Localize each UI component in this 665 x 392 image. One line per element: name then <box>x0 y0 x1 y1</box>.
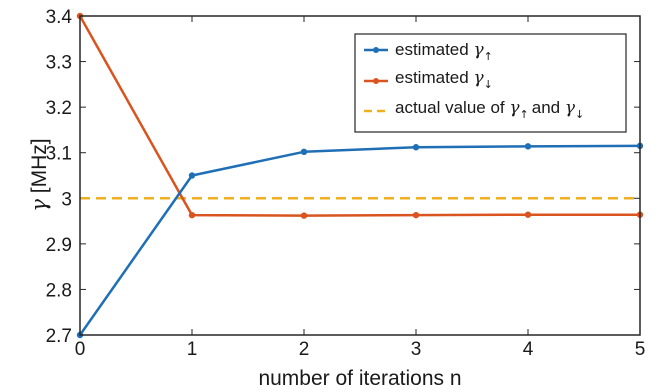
series-1-point <box>188 211 196 219</box>
y-tick-label: 2.9 <box>46 235 72 256</box>
x-tick-label: 1 <box>187 339 198 360</box>
series-0-point <box>412 144 420 151</box>
x-tick-label: 4 <box>523 339 534 360</box>
y-tick-label: 3.2 <box>46 98 72 119</box>
plot-area-frame <box>79 15 641 336</box>
y-tick-label: 3.4 <box>46 7 73 28</box>
series-line-1 <box>78 15 640 217</box>
y-axis-symbol: γ <box>27 199 51 212</box>
y-tick-label: 3.3 <box>46 53 72 74</box>
series-0-point <box>524 143 532 150</box>
y-tick-label: 3 <box>61 189 72 210</box>
x-tick-label: 3 <box>411 339 422 360</box>
y-axis-label: γ [MHz] <box>27 138 51 211</box>
y-tick-label: 3.1 <box>46 144 72 165</box>
series-1-point <box>300 212 308 219</box>
x-tick-label: 2 <box>299 339 310 360</box>
y-tick-label: 2.8 <box>46 280 72 301</box>
series-1-point <box>524 211 532 218</box>
y-axis-unit: [MHz] <box>28 138 51 193</box>
legend-marker-estimated-up <box>373 47 379 53</box>
x-tick-label: 0 <box>75 339 86 360</box>
legend-entry-actual-value: actual value of γ↑ and γ↓ <box>364 98 584 121</box>
legend-entry-estimated-down: estimated γ↓ <box>364 68 493 91</box>
series-layer <box>76 12 644 339</box>
legend-marker-estimated-down <box>373 78 379 84</box>
legend-label-actual-value: actual value of γ↑ and γ↓ <box>395 98 584 121</box>
x-tick-label: 5 <box>635 339 646 360</box>
x-axis-label: number of iterations n <box>258 367 461 390</box>
y-tick-label: 2.7 <box>46 326 72 347</box>
series-line-0 <box>78 144 641 336</box>
tick-labels: 0 1 2 3 4 5 2.7 2.8 2.9 3 3.1 3.2 3.3 3.4 <box>46 7 646 360</box>
legend-label-estimated-up: estimated γ↑ <box>395 40 493 63</box>
series-0-point <box>300 148 308 156</box>
series-1-point <box>412 211 420 219</box>
legend-box <box>354 33 627 133</box>
legend-label-estimated-down: estimated γ↓ <box>395 68 493 91</box>
legend: estimated γ↑ estimated γ↓ actual value o… <box>354 33 627 133</box>
series-0-point <box>188 172 196 179</box>
legend-entry-estimated-up: estimated γ↑ <box>364 40 493 63</box>
